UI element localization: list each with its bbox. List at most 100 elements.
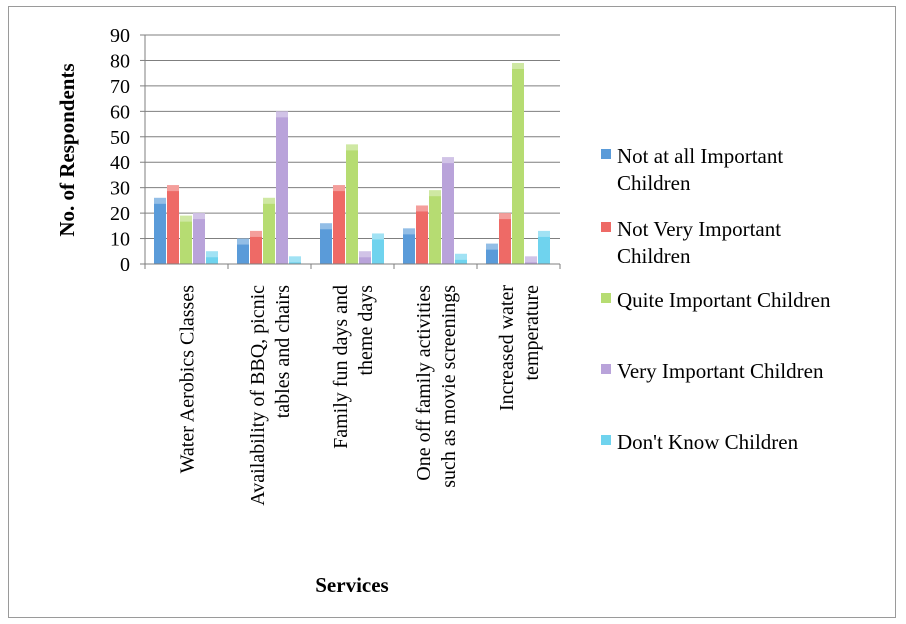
x-axis-title: Services — [315, 573, 388, 597]
gridlines — [145, 34, 560, 240]
bar — [263, 197, 275, 264]
x-category-label: such as movie screenings — [438, 285, 460, 488]
bar-body — [346, 144, 358, 264]
y-tick-label: 10 — [110, 229, 130, 251]
axes — [140, 34, 561, 269]
legend-label: Not Very Important — [617, 217, 781, 241]
bar-body — [193, 213, 205, 264]
x-category-label: Water Aerobics Classes — [177, 285, 199, 474]
bar-body — [455, 253, 467, 264]
legend-label: Children — [617, 171, 691, 195]
bar — [525, 256, 537, 264]
bar-highlight — [372, 233, 384, 240]
bar-body — [180, 215, 192, 264]
bar-highlight — [206, 251, 218, 258]
bar — [250, 230, 262, 264]
bar-highlight — [333, 185, 345, 192]
y-tick-labels: 0 10 20 30 40 50 60 70 80 90 — [110, 25, 130, 276]
legend-swatch — [601, 293, 611, 303]
bar-highlight — [263, 197, 275, 204]
legend-label: Very Important Children — [617, 359, 824, 383]
bar — [486, 243, 498, 264]
y-tick-label: 90 — [110, 25, 130, 47]
legend-item: Not at all Important Children — [601, 144, 783, 195]
bar — [237, 238, 249, 264]
legend-item: Not Very Important Children — [601, 217, 781, 268]
bar-highlight — [455, 253, 467, 260]
bar-highlight — [237, 238, 249, 245]
legend-item: Don't Know Children — [601, 430, 799, 454]
bars — [154, 62, 550, 264]
bar-highlight — [359, 251, 371, 258]
bar-body — [333, 185, 345, 264]
bar — [538, 230, 550, 264]
legend-swatch — [601, 222, 611, 232]
bar-body — [237, 238, 249, 264]
x-category-label: Availability of BBQ, picnic — [247, 285, 269, 506]
bar-body — [263, 197, 275, 264]
y-tick-label: 30 — [110, 178, 130, 200]
bar — [359, 251, 371, 264]
bar-highlight — [429, 190, 441, 197]
legend-label: Don't Know Children — [617, 430, 799, 454]
bar-highlight — [499, 213, 511, 220]
bar-body — [442, 157, 454, 264]
bar — [276, 111, 288, 264]
bar-highlight — [320, 223, 332, 230]
bar-body — [154, 197, 166, 264]
bar-highlight — [180, 215, 192, 222]
y-tick-label: 40 — [110, 152, 130, 174]
bar-body — [359, 251, 371, 264]
bar — [429, 190, 441, 264]
bar-highlight — [346, 144, 358, 151]
bar — [333, 185, 345, 264]
bar-body — [525, 256, 537, 264]
bar-highlight — [525, 256, 537, 263]
bar-highlight — [289, 256, 301, 263]
y-tick-label: 60 — [110, 101, 130, 123]
x-category-label: tables and chairs — [272, 285, 294, 418]
y-axis-title: No. of Respondents — [55, 63, 79, 236]
bar-highlight — [250, 230, 262, 237]
bar-highlight — [486, 243, 498, 250]
bar — [320, 223, 332, 264]
bar — [499, 213, 511, 264]
bar — [403, 228, 415, 264]
bar-body — [372, 233, 384, 264]
bar — [206, 251, 218, 264]
bar-highlight — [442, 157, 454, 164]
bar-body — [486, 243, 498, 264]
bar-body — [320, 223, 332, 264]
x-category-label: Increased water — [496, 285, 518, 411]
x-category-label: temperature — [521, 285, 543, 381]
bar-highlight — [154, 197, 166, 204]
bar-highlight — [403, 228, 415, 235]
bar-body — [403, 228, 415, 264]
y-tick-label: 0 — [120, 254, 130, 276]
legend-swatch — [601, 364, 611, 374]
bar — [289, 256, 301, 264]
bar — [193, 213, 205, 264]
bar-body — [429, 190, 441, 264]
legend-swatch — [601, 435, 611, 445]
legend-item: Very Important Children — [601, 359, 824, 383]
bar — [372, 233, 384, 264]
bar — [416, 205, 428, 264]
bar-body — [499, 213, 511, 264]
y-tick-label: 20 — [110, 203, 130, 225]
x-category-label: One off family activities — [413, 285, 435, 481]
bar-body — [416, 205, 428, 264]
bar-body — [276, 111, 288, 264]
bar-body — [512, 62, 524, 264]
y-tick-label: 70 — [110, 76, 130, 98]
bar — [346, 144, 358, 264]
bar-highlight — [538, 230, 550, 237]
bar-body — [206, 251, 218, 264]
bar — [455, 253, 467, 264]
bar — [180, 215, 192, 264]
legend-label: Quite Important Children — [617, 288, 831, 312]
bar-highlight — [416, 205, 428, 212]
x-category-label: Family fun days and — [330, 285, 352, 449]
